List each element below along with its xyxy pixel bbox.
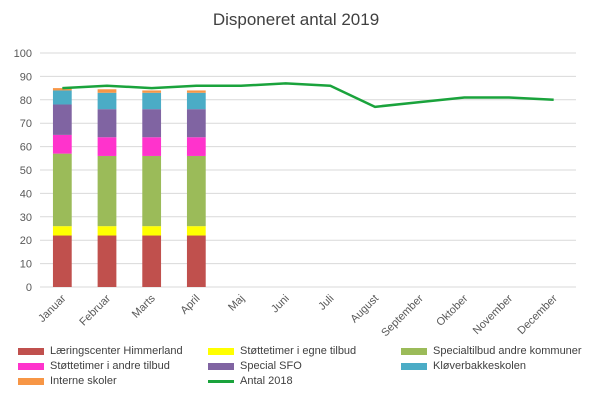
- y-tick-label: 100: [14, 48, 32, 60]
- bar-segment: [52, 226, 72, 236]
- bar-segment: [142, 155, 162, 227]
- x-tick-label: Juli: [316, 293, 336, 313]
- bar-segment: [97, 235, 117, 287]
- legend-swatch: [18, 347, 44, 355]
- legend-swatch: [208, 347, 234, 355]
- chart-title: Disponeret antal 2019: [212, 10, 380, 29]
- bar-segment: [186, 226, 206, 236]
- bar-segment: [186, 90, 206, 93]
- legend-swatch: [208, 362, 234, 370]
- legend-label: Støttetimer i egne tilbud: [240, 345, 357, 357]
- legend-label: Læringscenter Himmerland: [50, 345, 183, 357]
- bar-segment: [142, 235, 162, 287]
- legend-label: Special SFO: [240, 360, 302, 372]
- y-tick-label: 60: [20, 142, 32, 154]
- x-tick-label: Februar: [77, 292, 113, 328]
- legend-item: Special SFO: [208, 360, 302, 372]
- y-tick-label: 90: [20, 71, 32, 83]
- y-tick-label: 50: [20, 165, 32, 177]
- y-tick-label: 30: [20, 212, 32, 224]
- bar-segment: [186, 109, 206, 138]
- bar-segment: [142, 92, 162, 110]
- legend-item: Antal 2018: [208, 375, 293, 387]
- legend-swatch: [208, 379, 234, 383]
- legend-label: Støttetimer i andre tilbud: [50, 360, 170, 372]
- legend-swatch: [401, 362, 427, 370]
- legend-swatch: [18, 362, 44, 370]
- bar-segment: [142, 137, 162, 156]
- x-tick-label: Maj: [226, 293, 247, 314]
- legend-item: Kløverbakkeskolen: [401, 360, 526, 372]
- y-tick-label: 0: [26, 282, 32, 294]
- legend-item: Læringscenter Himmerland: [18, 345, 183, 357]
- legend-item: Støttetimer i andre tilbud: [18, 360, 170, 372]
- bar-segment: [52, 153, 72, 227]
- bar-segment: [52, 235, 72, 287]
- x-tick-label: April: [178, 293, 202, 317]
- bar-segment: [52, 104, 72, 135]
- x-tick-label: August: [348, 293, 381, 326]
- y-tick-label: 70: [20, 118, 32, 130]
- bar-segment: [142, 90, 162, 93]
- legend-item: Interne skoler: [18, 375, 117, 387]
- y-tick-label: 20: [20, 235, 32, 247]
- legend-label: Specialtilbud andre kommuner: [433, 345, 582, 357]
- y-tick-label: 80: [20, 95, 32, 107]
- line-antal-2018: [62, 82, 554, 109]
- bar-segment: [97, 137, 117, 156]
- x-tick-label: Januar: [36, 292, 69, 325]
- x-tick-label: Juni: [269, 293, 292, 316]
- bar-segment: [97, 155, 117, 227]
- legend-label: Kløverbakkeskolen: [433, 360, 526, 372]
- legend-item: Specialtilbud andre kommuner: [401, 345, 582, 357]
- legend-label: Antal 2018: [240, 375, 293, 387]
- y-tick-label: 10: [20, 259, 32, 271]
- legend-swatch: [401, 347, 427, 355]
- bar-segment: [52, 90, 72, 105]
- bar-segment: [142, 226, 162, 236]
- x-tick-label: November: [471, 292, 516, 337]
- bar-segment: [97, 226, 117, 236]
- x-tick-label: Oktober: [434, 292, 470, 328]
- y-tick-label: 40: [20, 188, 32, 200]
- legend-label: Interne skoler: [50, 375, 117, 387]
- legend-item: Støttetimer i egne tilbud: [208, 345, 356, 357]
- x-tick-label: December: [515, 292, 560, 337]
- legend-swatch: [18, 377, 44, 385]
- bar-segment: [186, 92, 206, 110]
- bar-segment: [186, 155, 206, 227]
- bar-segment: [186, 235, 206, 287]
- x-tick-label: Marts: [130, 292, 158, 320]
- bar-segment: [52, 88, 72, 91]
- bar-segment: [52, 134, 72, 154]
- bar-segment: [186, 137, 206, 156]
- bar-segment: [97, 92, 117, 110]
- bar-segment: [97, 109, 117, 138]
- x-tick-label: September: [379, 292, 426, 339]
- bar-segment: [142, 109, 162, 138]
- bar-segment: [97, 89, 117, 93]
